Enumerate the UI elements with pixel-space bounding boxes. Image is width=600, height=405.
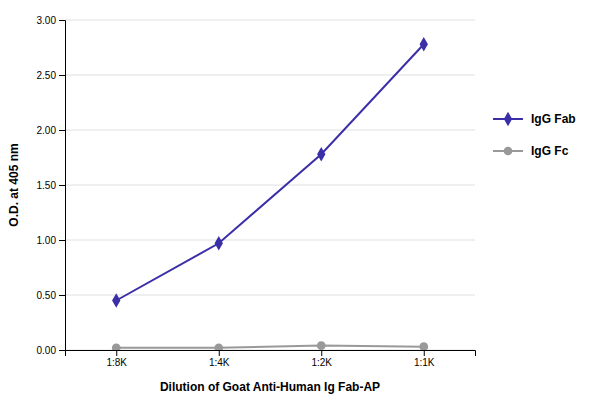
x-tick-label: 1:1K bbox=[414, 357, 435, 368]
y-tick-mark bbox=[59, 240, 65, 241]
y-tick-label: 2.00 bbox=[37, 125, 57, 136]
y-tick-label: 1.00 bbox=[37, 235, 57, 246]
y-tick: 1.50 bbox=[37, 180, 65, 191]
x-axis-title: Dilution of Goat Anti-Human Ig Fab-AP bbox=[160, 380, 380, 394]
marker bbox=[419, 342, 428, 350]
legend-marker bbox=[504, 112, 512, 126]
x-tick-mark bbox=[321, 350, 322, 356]
marks bbox=[112, 37, 428, 350]
x-tick-mark bbox=[116, 350, 117, 356]
y-tick-mark bbox=[59, 350, 65, 351]
legend-item: IgG Fc bbox=[493, 144, 569, 158]
marker bbox=[112, 293, 120, 307]
marker bbox=[214, 343, 223, 350]
x-tick: 1:4K bbox=[209, 350, 230, 368]
legend-label: IgG Fc bbox=[531, 144, 569, 158]
y-tick-label: 3.00 bbox=[37, 15, 57, 26]
marker bbox=[112, 343, 121, 350]
y-tick: 3.00 bbox=[37, 15, 65, 26]
y-tick: 1.00 bbox=[37, 235, 65, 246]
y-axis-line bbox=[59, 21, 66, 351]
grid-line bbox=[65, 130, 475, 131]
y-tick: 2.00 bbox=[37, 125, 65, 136]
y-tick-mark bbox=[59, 20, 65, 21]
series-line bbox=[116, 346, 424, 348]
marker bbox=[317, 341, 326, 350]
x-tick-label: 1:8K bbox=[106, 357, 127, 368]
x-tick-label: 1:4K bbox=[209, 357, 230, 368]
y-tick-mark bbox=[59, 185, 65, 186]
plot: 0.00 0.50 1.00 1.50 2.00 2.50 3.00 1:8K 1:4K 1:2K… bbox=[37, 15, 576, 368]
x-tick: 1:2K bbox=[311, 350, 332, 368]
x-tick-label: 1:2K bbox=[311, 357, 332, 368]
legend-marker bbox=[504, 147, 513, 156]
chart: 0.00 0.50 1.00 1.50 2.00 2.50 3.00 1:8K 1:4K 1:2K… bbox=[0, 0, 600, 405]
x-tick-mark bbox=[219, 350, 220, 356]
y-tick-label: 2.50 bbox=[37, 70, 57, 81]
y-tick: 0.50 bbox=[37, 290, 65, 301]
grid bbox=[65, 20, 475, 350]
x-tick-mark bbox=[424, 350, 425, 356]
grid-line bbox=[65, 240, 475, 241]
y-tick: 0.00 bbox=[37, 345, 65, 356]
grid-line bbox=[65, 185, 475, 186]
x-axis-line bbox=[66, 351, 476, 357]
y-tick-mark bbox=[59, 130, 65, 131]
y-tick-mark bbox=[59, 75, 65, 76]
grid-line bbox=[65, 20, 475, 21]
y-tick-label: 0.50 bbox=[37, 290, 57, 301]
legend-label: IgG Fab bbox=[531, 112, 576, 126]
y-axis-title: O.D. at 405 nm bbox=[7, 143, 21, 226]
y-tick-label: 0.00 bbox=[37, 345, 57, 356]
marker bbox=[317, 147, 325, 161]
legend: IgG Fab IgG Fc bbox=[493, 112, 576, 158]
marker bbox=[420, 37, 428, 51]
y-tick: 2.50 bbox=[37, 70, 65, 81]
x-tick: 1:8K bbox=[106, 350, 127, 368]
x-tick: 1:1K bbox=[414, 350, 435, 368]
y-tick-mark bbox=[59, 295, 65, 296]
legend-item: IgG Fab bbox=[493, 112, 576, 126]
series-line bbox=[116, 44, 424, 300]
grid-line bbox=[65, 75, 475, 76]
x-axis: 1:8K 1:4K 1:2K 1:1K bbox=[66, 350, 476, 368]
y-tick-label: 1.50 bbox=[37, 180, 57, 191]
marker bbox=[215, 236, 223, 250]
y-axis: 0.00 0.50 1.00 1.50 2.00 2.50 3.00 bbox=[37, 15, 66, 356]
